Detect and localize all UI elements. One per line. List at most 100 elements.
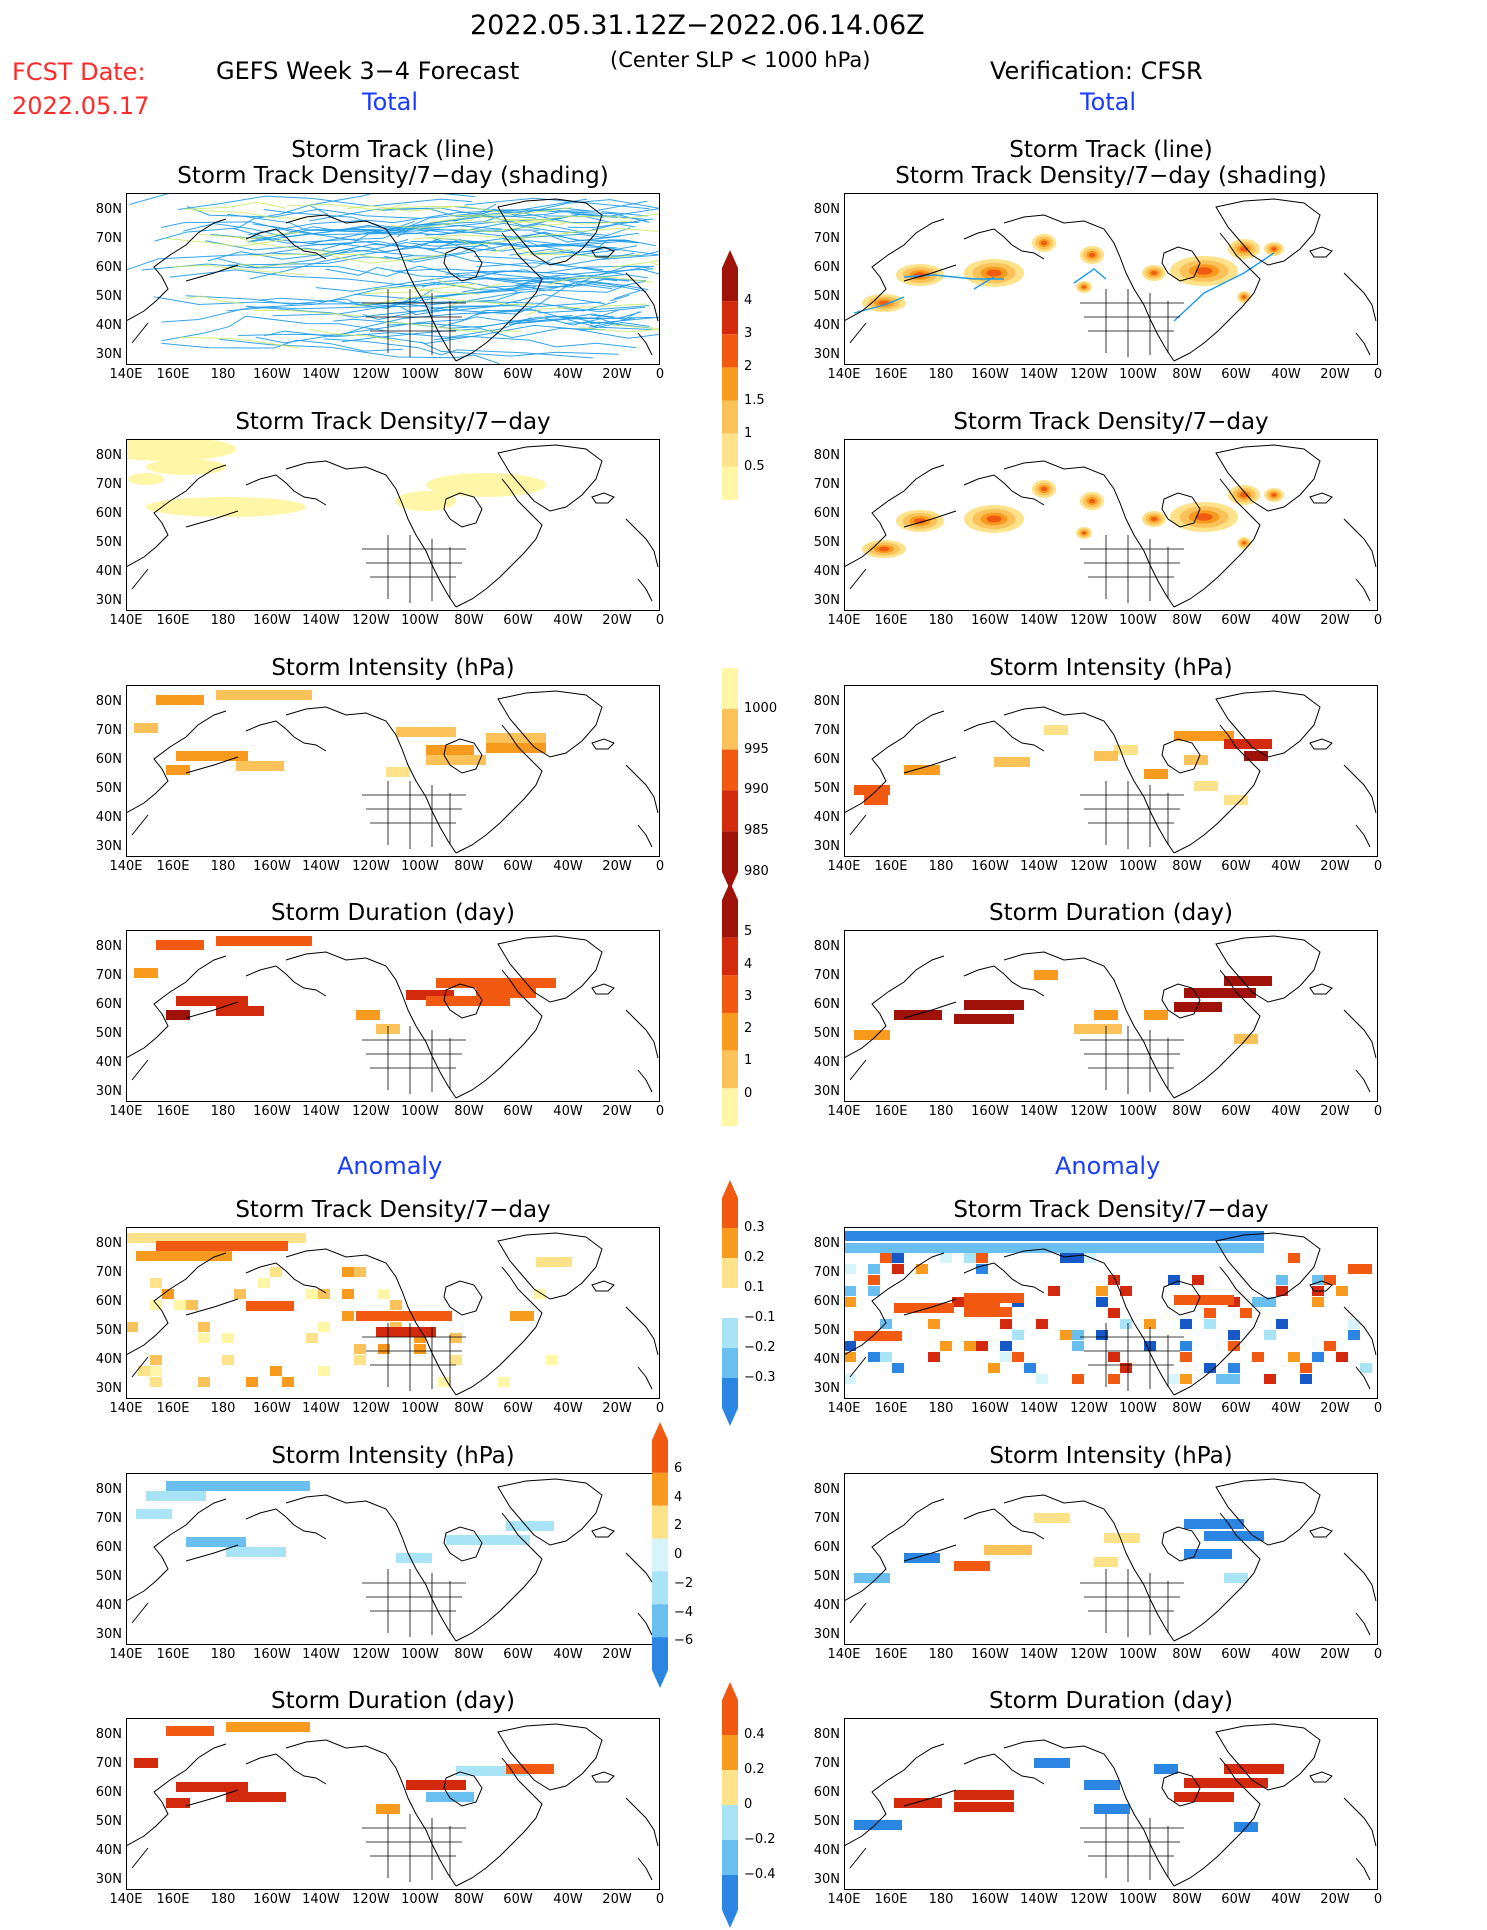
field-cell (1198, 731, 1210, 741)
storm-track-line (567, 218, 654, 229)
coastline (1003, 1739, 1175, 1887)
field-cell (238, 1547, 250, 1557)
coastline (443, 983, 483, 1019)
field-cell (1132, 1231, 1144, 1241)
coastline (455, 478, 543, 608)
colorbar-segment (722, 937, 738, 976)
coastline (455, 1757, 543, 1887)
lon-label: 160E (874, 1647, 908, 1662)
coastline (1309, 983, 1333, 995)
field-cell (988, 1000, 1000, 1010)
storm-track-line (315, 274, 577, 292)
field-cell (380, 1311, 392, 1321)
lon-label: 160W (253, 1104, 291, 1119)
lon-label: 20W (1320, 1892, 1350, 1907)
storm-track-line (973, 276, 995, 290)
lat-label: 50N (95, 535, 122, 550)
field-cell (288, 690, 300, 700)
lon-label: 140W (302, 1647, 340, 1662)
coastline (126, 464, 227, 568)
field-cell (1248, 976, 1260, 986)
coastline (497, 1723, 603, 1791)
lat-label: 70N (813, 231, 840, 246)
coastline (497, 690, 603, 758)
lon-label: 140E (109, 859, 143, 874)
colorbar-arrow (722, 250, 738, 268)
coastline (245, 965, 327, 997)
field-cell (1248, 739, 1260, 749)
lat-label: 50N (813, 289, 840, 304)
field-cell (250, 1481, 262, 1491)
storm-track-line (565, 321, 653, 329)
colorbar (652, 1422, 668, 1688)
field-cell (494, 1535, 506, 1545)
lon-label: 20W (1320, 367, 1350, 382)
field-cell (1072, 1341, 1084, 1351)
field-cell (236, 751, 248, 761)
lon-label: 80W (1172, 1104, 1202, 1119)
field-cell (498, 1377, 510, 1387)
field-cell (200, 996, 212, 1006)
map-panel (844, 1473, 1378, 1645)
field-cell (560, 1257, 572, 1267)
coastline (1173, 969, 1261, 1099)
field-cell (976, 1307, 988, 1317)
lon-label: 100W (401, 367, 439, 382)
field-cell (984, 1545, 996, 1555)
field-cell (260, 761, 272, 771)
lon-label: 120W (1070, 613, 1108, 628)
coastline (844, 955, 945, 1059)
map-panel (844, 439, 1378, 611)
lon-label: 0 (655, 613, 665, 628)
lat-label: 70N (95, 477, 122, 492)
field-cell (952, 1297, 964, 1307)
lon-label: 140E (827, 859, 861, 874)
field-cell (236, 1782, 248, 1792)
density-contour (1271, 493, 1277, 497)
field-cell (1174, 1295, 1186, 1305)
field-cell (150, 1355, 162, 1365)
field-cell (240, 1006, 252, 1016)
colorbar-segment (722, 1013, 738, 1051)
field-cell (262, 1547, 274, 1557)
field-cell (1096, 1243, 1108, 1253)
density-contour (499, 218, 633, 225)
lat-label: 50N (813, 1323, 840, 1338)
field-cell (166, 1481, 178, 1491)
coastline (443, 738, 483, 774)
field-cell (418, 990, 430, 1000)
coastline (126, 218, 227, 322)
field-cell (136, 1251, 148, 1261)
lat-label: 40N (813, 564, 840, 579)
field-cell (1060, 1253, 1072, 1263)
field-cell (462, 745, 474, 755)
field-cell (1208, 1519, 1220, 1529)
storm-track-line (903, 274, 1004, 280)
field-cell (1084, 1243, 1096, 1253)
field-cell (204, 1241, 216, 1251)
coastline (126, 955, 227, 1059)
coastline (637, 1857, 653, 1881)
lat-label: 40N (95, 1352, 122, 1367)
lon-label: 120W (352, 859, 390, 874)
field-cell (868, 1286, 880, 1296)
coastline (285, 951, 457, 1099)
coastline (1343, 764, 1377, 814)
density-contour (1151, 271, 1157, 275)
storm-track-line (421, 268, 654, 288)
field-cell (252, 1006, 264, 1016)
lon-label: 120W (352, 1401, 390, 1416)
colorbar-label: 2 (744, 359, 753, 375)
density-contour (253, 310, 359, 317)
lon-label: 20W (1320, 613, 1350, 628)
lon-label: 100W (401, 613, 439, 628)
coastline (625, 1797, 659, 1847)
lat-label: 80N (813, 1236, 840, 1251)
field-cell (1108, 1308, 1120, 1318)
lat-label: 80N (95, 448, 122, 463)
field-cell (1132, 1243, 1144, 1253)
lat-label: 30N (95, 1627, 122, 1642)
field-cell (892, 1231, 904, 1241)
field-cell (868, 1275, 880, 1285)
colorbar (722, 250, 738, 500)
